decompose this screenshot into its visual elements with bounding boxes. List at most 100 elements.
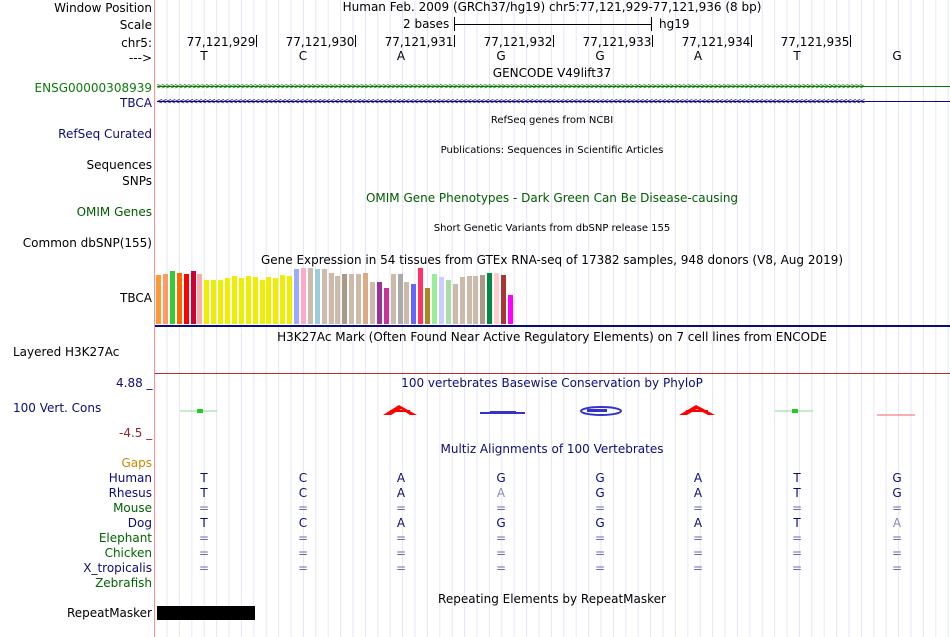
species-label[interactable]: X_tropicalis [83, 561, 152, 575]
gene-label-tbca[interactable]: TBCA [120, 96, 152, 110]
gtex-tissue-bar[interactable] [480, 275, 486, 324]
gtex-tissue-bar[interactable] [245, 276, 251, 324]
gtex-tissue-bar[interactable] [383, 288, 389, 324]
gtex-tissue-bar[interactable] [397, 274, 403, 324]
gtex-title[interactable]: Gene Expression in 54 tissues from GTEx … [260, 253, 844, 267]
aligned-base: A [496, 486, 506, 500]
gtex-tissue-bar[interactable] [321, 269, 327, 324]
gtex-tissue-bar[interactable] [369, 282, 375, 324]
gtex-tissue-bar[interactable] [328, 273, 334, 324]
gtex-tissue-bar[interactable] [363, 273, 368, 324]
aligned-base: = [198, 501, 210, 515]
gaps-label[interactable]: Gaps [121, 456, 152, 470]
gtex-tissue-bar[interactable] [183, 274, 189, 324]
gtex-tissue-bar[interactable] [211, 280, 217, 324]
gtex-tissue-bar[interactable] [376, 282, 382, 324]
aligned-base: T [200, 471, 208, 485]
h3k27ac-label[interactable]: Layered H3K27Ac [13, 345, 120, 359]
gtex-bar-chart[interactable] [156, 267, 536, 324]
gtex-tissue-bar[interactable] [218, 280, 224, 324]
gtex-tissue-bar[interactable] [459, 277, 465, 324]
repeatmasker-feature[interactable] [157, 606, 255, 620]
dbsnp-label[interactable]: Common dbSNP(155) [22, 236, 152, 250]
phylop-title[interactable]: 100 vertebrates Basewise Conservation by… [401, 376, 703, 390]
gtex-tissue-bar[interactable] [162, 274, 168, 324]
dbsnp-title[interactable]: Short Genetic Variants from dbSNP releas… [433, 223, 671, 234]
gtex-tissue-bar[interactable] [176, 273, 182, 324]
gtex-tissue-bar[interactable] [197, 274, 203, 324]
gtex-tissue-bar[interactable] [156, 275, 161, 324]
gtex-tissue-bar[interactable] [432, 274, 437, 324]
repeatmasker-title[interactable]: Repeating Elements by RepeatMasker [438, 592, 666, 606]
gtex-tissue-bar[interactable] [335, 276, 341, 324]
gtex-tissue-bar[interactable] [259, 280, 265, 324]
gene-label-ensg[interactable]: ENSG00000308939 [34, 81, 152, 95]
gtex-tissue-bar[interactable] [294, 269, 299, 324]
gtex-tissue-bar[interactable] [204, 280, 210, 324]
refseq-title[interactable]: RefSeq genes from NCBI [490, 115, 614, 126]
omim-label[interactable]: OMIM Genes [76, 205, 152, 219]
gtex-tissue-bar[interactable] [452, 284, 458, 324]
gtex-tissue-bar[interactable] [425, 288, 431, 324]
gtex-tissue-bar[interactable] [438, 277, 444, 324]
aligned-base: = [395, 501, 407, 515]
gtex-tissue-bar[interactable] [280, 275, 286, 324]
refseq-label[interactable]: RefSeq Curated [58, 127, 152, 141]
gtex-tissue-bar[interactable] [314, 269, 320, 324]
gtex-tissue-bar[interactable] [404, 282, 410, 324]
gencode-title[interactable]: GENCODE V49lift37 [492, 66, 612, 80]
phylop-label[interactable]: 100 Vert. Cons [13, 401, 102, 415]
species-label[interactable]: Dog [127, 516, 152, 530]
omim-title[interactable]: OMIM Gene Phenotypes - Dark Green Can Be… [365, 191, 739, 205]
gtex-tissue-bar[interactable] [273, 278, 279, 324]
gtex-tissue-bar[interactable] [252, 277, 258, 324]
gtex-tissue-bar[interactable] [169, 271, 175, 324]
gene-feature-tbca[interactable]: <<<<<<<<<<<<<<<<<<<<<<<<<<<<<<<<<<<<<<<<… [157, 97, 950, 107]
snps-label[interactable]: SNPs [122, 174, 152, 188]
coordinate-tick [256, 35, 257, 47]
gtex-tissue-bar[interactable] [487, 273, 493, 324]
species-label[interactable]: Human [108, 471, 152, 485]
gtex-tissue-bar[interactable] [300, 268, 306, 324]
page-title[interactable]: Human Feb. 2009 (GRCh37/hg19) chr5:77,12… [342, 0, 762, 14]
species-label[interactable]: Rhesus [108, 486, 152, 500]
aligned-base: = [594, 531, 606, 545]
publications-title[interactable]: Publications: Sequences in Scientific Ar… [440, 145, 664, 156]
gtex-tissue-bar[interactable] [287, 276, 293, 324]
species-label[interactable]: Chicken [104, 546, 152, 560]
gtex-tissue-bar[interactable] [349, 274, 355, 324]
gtex-tissue-bar[interactable] [342, 274, 348, 324]
gtex-tissue-bar[interactable] [356, 274, 362, 324]
sequences-label[interactable]: Sequences [86, 158, 152, 172]
species-label[interactable]: Zebrafish [95, 576, 152, 590]
gtex-tissue-bar[interactable] [307, 268, 313, 324]
gtex-tissue-bar[interactable] [411, 284, 417, 324]
assembly-label: hg19 [659, 17, 690, 31]
gtex-tissue-bar[interactable] [466, 276, 472, 324]
h3k27ac-title[interactable]: H3K27Ac Mark (Often Found Near Active Re… [277, 330, 827, 344]
gtex-tissue-bar[interactable] [266, 277, 272, 324]
aligned-base: C [298, 471, 308, 485]
phylop-max-label: 4.88 _ [116, 376, 153, 390]
multiz-title[interactable]: Multiz Alignments of 100 Vertebrates [440, 442, 664, 456]
gtex-tissue-bar[interactable] [473, 276, 479, 324]
gtex-tissue-bar[interactable] [418, 268, 424, 324]
species-label[interactable]: Mouse [113, 501, 152, 515]
phylop-graph[interactable] [155, 398, 950, 422]
gene-feature-ensg[interactable]: >>>>>>>>>>>>>>>>>>>>>>>>>>>>>>>>>>>>>>>>… [157, 82, 950, 92]
gtex-tissue-bar[interactable] [390, 274, 396, 324]
gtex-tissue-bar[interactable] [445, 280, 451, 324]
gtex-tissue-bar[interactable] [507, 295, 513, 324]
gtex-tissue-bar[interactable] [231, 276, 237, 324]
gtex-tissue-bar[interactable] [501, 275, 506, 324]
species-label[interactable]: Elephant [98, 531, 152, 545]
gtex-tissue-bar[interactable] [225, 278, 230, 324]
repeatmasker-label[interactable]: RepeatMasker [66, 606, 152, 620]
phylop-mark-4 [580, 406, 622, 416]
aligned-base: = [891, 561, 903, 575]
gtex-tissue-bar[interactable] [494, 273, 500, 324]
gtex-tissue-bar[interactable] [190, 271, 196, 324]
gtex-tissue-bar[interactable] [238, 278, 244, 324]
gtex-gene-label[interactable]: TBCA [120, 291, 152, 305]
reference-base: A [693, 49, 703, 63]
